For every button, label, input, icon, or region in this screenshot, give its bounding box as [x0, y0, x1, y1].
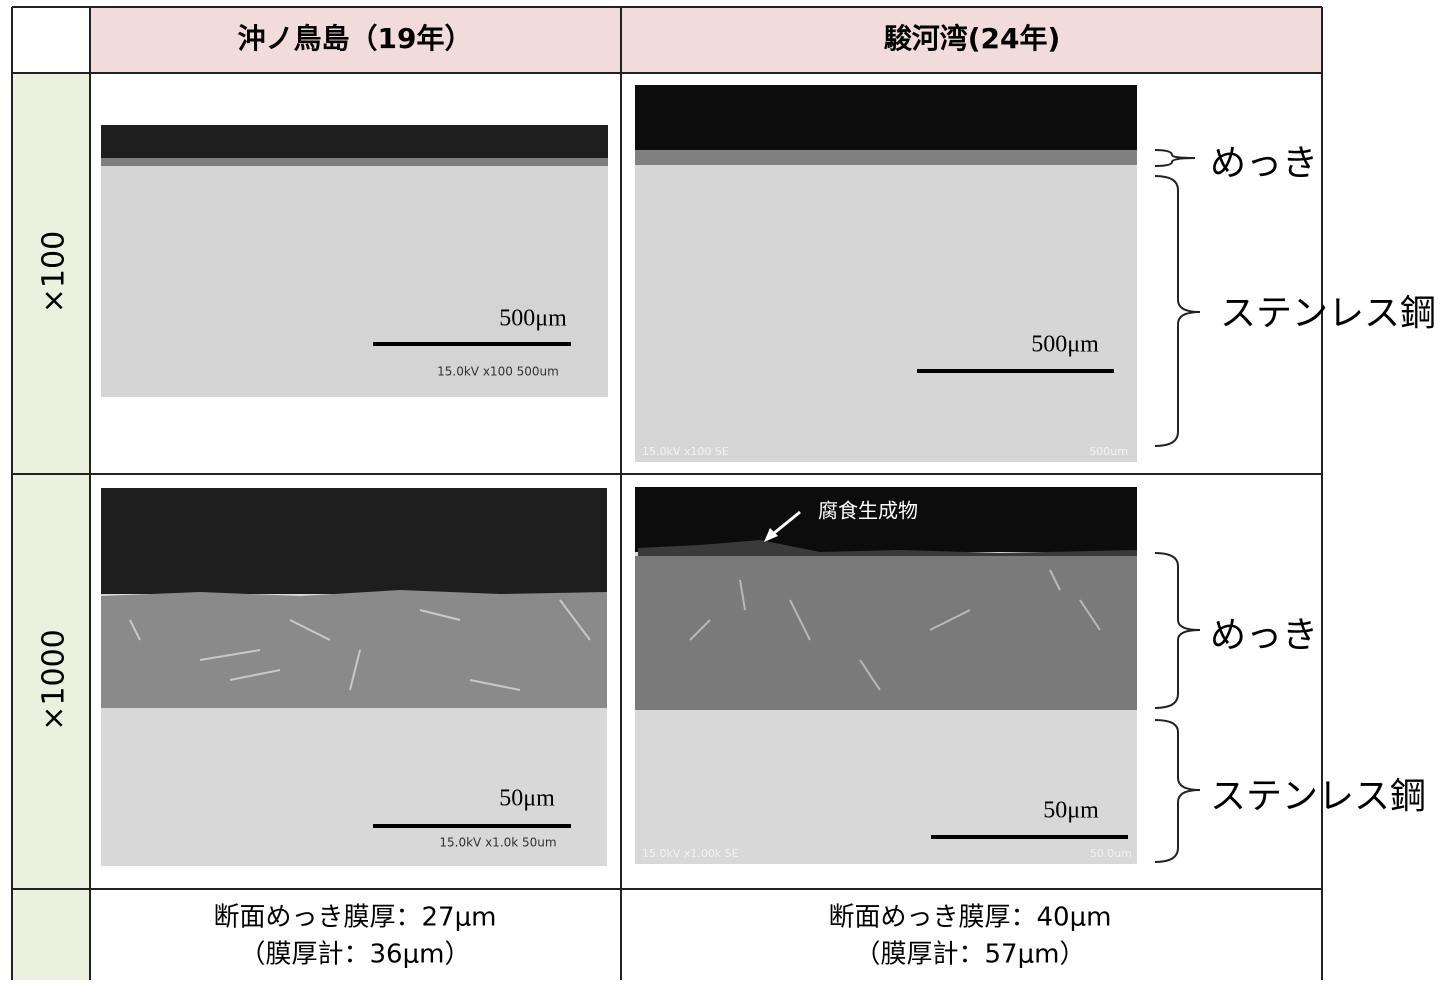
scale-label: 50μm	[1043, 798, 1099, 824]
sem-info: 50.0um	[1090, 847, 1132, 860]
scale-label: 50μm	[499, 786, 555, 812]
sem-info: 15.0kV x1.00k SE	[642, 847, 739, 860]
sem-image: 500μm 15.0kV x100 500um	[101, 125, 608, 397]
scale-label: 500μm	[1031, 332, 1099, 358]
side-label: めっき	[1210, 615, 1318, 656]
footer-text: （膜厚計：57μm）	[855, 940, 1086, 970]
column-header: 沖ノ鳥島（19年）	[238, 22, 473, 55]
annotation: 腐食生成物	[818, 499, 918, 523]
sem-info: 15.0kV x1.0k 50um	[439, 836, 556, 850]
scale-label: 500μm	[499, 306, 567, 332]
sem-image: 腐食生成物 50μm 15.0kV x1.00k SE 50.0um	[635, 487, 1137, 864]
footer-text: （膜厚計：36μm）	[240, 940, 471, 970]
side-label: ステンレス鋼	[1210, 776, 1426, 817]
sem-info: 15.0kV x100 SE	[642, 445, 729, 458]
sem-image: 50μm 15.0kV x1.0k 50um	[101, 488, 607, 866]
side-label: ステンレス鋼	[1220, 293, 1436, 334]
page: 沖ノ鳥島（19年） 駿河湾(24年) ×100 ×1000 500μm 15.0…	[0, 0, 1446, 980]
sem-info: 15.0kV x100 500um	[437, 365, 559, 379]
label-column-bg	[12, 73, 90, 980]
footer-text: 断面めっき膜厚：40μm	[829, 903, 1112, 933]
brace	[1155, 150, 1200, 862]
column-header: 駿河湾(24年)	[884, 22, 1061, 55]
sem-image: 500μm 15.0kV x100 SE 500um	[635, 85, 1137, 462]
row-label: ×100	[37, 231, 72, 313]
footer-text: 断面めっき膜厚：27μm	[214, 903, 497, 933]
sem-info: 500um	[1089, 445, 1128, 458]
figure: 沖ノ鳥島（19年） 駿河湾(24年) ×100 ×1000 500μm 15.0…	[0, 0, 1446, 980]
row-label: ×1000	[37, 629, 72, 730]
side-label: めっき	[1210, 143, 1318, 184]
